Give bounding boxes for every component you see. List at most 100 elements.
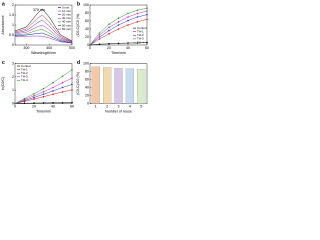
- data-point: [42, 87, 45, 90]
- y-tick-label: 60: [85, 19, 89, 23]
- data-point: [136, 16, 139, 18]
- y-tick-label: 80: [85, 11, 89, 15]
- series-line: [14, 14, 73, 42]
- data-point: [108, 33, 110, 35]
- x-tick-label: 40: [126, 46, 130, 50]
- y-tick-label: 20: [85, 93, 89, 97]
- data-point: [127, 16, 129, 18]
- data-point: [98, 32, 101, 34]
- data-point: [71, 77, 73, 79]
- y-tick-label: 100: [83, 3, 89, 7]
- legend-label: 20 min: [62, 12, 71, 16]
- data-point: [127, 42, 129, 44]
- data-point: [108, 26, 110, 29]
- y-tick-label: 0: [12, 101, 14, 105]
- data-point: [61, 91, 64, 93]
- data-point: [52, 102, 54, 104]
- y-axis-label: Absorbance: [1, 15, 5, 34]
- y-tick-label: 20: [85, 35, 89, 39]
- data-point: [136, 21, 139, 23]
- data-point: [117, 42, 120, 45]
- y-tick-label: 40: [85, 85, 89, 89]
- legend-label: Control: [21, 64, 31, 68]
- x-axis-label: Wavelength/nm: [31, 51, 56, 55]
- y-tick-label: 1.5: [9, 13, 14, 17]
- data-point: [71, 101, 73, 104]
- x-tick-label: 20: [32, 104, 36, 108]
- x-axis-label: Number of reuse: [105, 109, 132, 113]
- data-point: [127, 19, 129, 22]
- legend-label: TH-3: [21, 75, 28, 79]
- figure: a Wavelength/nm Absorbance 0 0.5 1 1.5 2 300 40 0 5…: [1, 1, 149, 113]
- data-point: [23, 102, 26, 105]
- x-axis-label: Time/min: [36, 109, 51, 113]
- data-point: [117, 24, 120, 26]
- legend-label: 30 min: [62, 16, 71, 20]
- y-tick-label: 60: [85, 77, 89, 81]
- data-point: [52, 93, 54, 96]
- bar: [137, 68, 146, 104]
- bar: [103, 67, 112, 104]
- y-tick-label: 0.5: [9, 33, 14, 37]
- data-point: [33, 102, 35, 104]
- data-point: [71, 68, 73, 71]
- data-point: [23, 97, 26, 100]
- data-point: [127, 12, 129, 15]
- data-point: [89, 44, 91, 46]
- data-point: [117, 21, 120, 23]
- x-axis-label: Time/min: [111, 51, 126, 55]
- y-axis-label: ln(C0/C): [1, 77, 5, 90]
- legend-label: 0 min: [62, 5, 70, 9]
- legend-label: TH-1: [21, 67, 28, 71]
- data-point: [42, 102, 45, 104]
- x-tick-label: 60: [70, 104, 74, 108]
- x-tick-label: 2: [106, 104, 108, 108]
- y-axis-label: (C0-C)/C0 (%): [76, 14, 80, 37]
- data-point: [42, 91, 45, 93]
- legend-label: TH-3: [137, 37, 144, 41]
- series-line: [14, 8, 73, 42]
- data-point: [136, 42, 139, 44]
- data-point: [33, 98, 35, 100]
- data-point: [146, 7, 148, 9]
- bar: [91, 66, 100, 104]
- data-point: [52, 86, 54, 89]
- annotation: 370 nm: [33, 8, 45, 12]
- data-point: [61, 86, 64, 89]
- legend-label: TH-2: [137, 33, 144, 37]
- data-point: [61, 75, 64, 78]
- x-tick-label: 4: [129, 104, 131, 108]
- x-tick-label: 5: [140, 104, 142, 108]
- legend-label: 60 min: [62, 27, 71, 31]
- data-point: [136, 12, 139, 15]
- data-point: [117, 17, 120, 20]
- data-point: [71, 83, 73, 86]
- x-tick-label: 300: [23, 46, 29, 50]
- legend-label: TH-4: [137, 40, 144, 44]
- data-point: [33, 94, 35, 97]
- series-line: [14, 29, 73, 44]
- data-point: [98, 36, 101, 38]
- series-line: [14, 19, 73, 43]
- data-point: [52, 81, 54, 84]
- y-tick-label: 80: [85, 69, 89, 73]
- data-point: [52, 90, 54, 92]
- data-point: [42, 93, 45, 96]
- y-tick-label: 1: [12, 23, 14, 27]
- bar: [114, 68, 123, 104]
- x-tick-label: 0: [14, 104, 16, 108]
- x-tick-label: 500: [69, 46, 75, 50]
- panel-label: a: [2, 1, 5, 7]
- y-tick-label: 100: [83, 61, 89, 65]
- data-point: [33, 92, 35, 95]
- y-tick-label: 0: [12, 43, 14, 47]
- x-tick-label: 20: [107, 46, 111, 50]
- x-tick-label: 1: [95, 104, 97, 108]
- data-point: [14, 102, 16, 105]
- legend-label: 10 min: [62, 9, 71, 13]
- data-point: [108, 43, 110, 45]
- data-point: [98, 38, 101, 40]
- y-axis-label: (C0-C)/C0 (%): [76, 72, 80, 95]
- legend-label: TH-1: [137, 29, 144, 33]
- data-point: [108, 23, 110, 26]
